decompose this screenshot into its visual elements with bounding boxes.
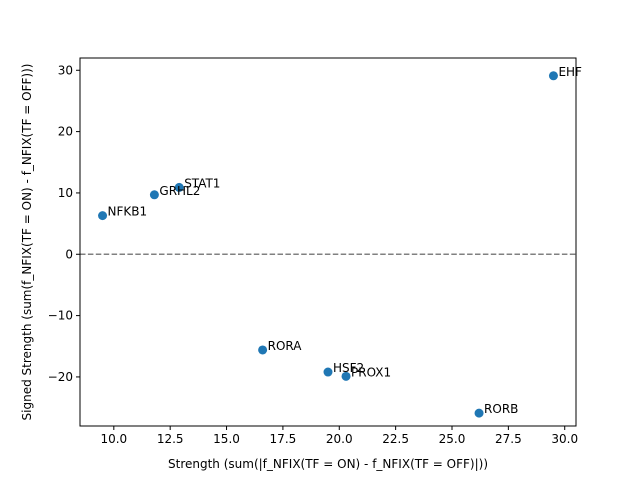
point-label-prox1: PROX1 bbox=[351, 365, 391, 379]
y-axis-label: Signed Strength (sum(f_NFIX(TF = ON) - f… bbox=[20, 64, 34, 421]
x-tick-label: 20.0 bbox=[326, 432, 353, 446]
data-points bbox=[98, 71, 558, 418]
point-label-rora: RORA bbox=[268, 339, 303, 353]
x-tick-label: 12.5 bbox=[157, 432, 184, 446]
y-tick-label: 0 bbox=[65, 247, 73, 261]
point-label-rorb: RORB bbox=[484, 402, 518, 416]
y-tick-label: 10 bbox=[58, 186, 73, 200]
data-point-prox1 bbox=[341, 371, 351, 381]
point-label-grhl2: GRHL2 bbox=[159, 184, 200, 198]
y-axis-ticks: −20 −10 0 10 20 30 bbox=[48, 63, 80, 384]
y-tick-label: 20 bbox=[58, 125, 73, 139]
data-point-hsf2 bbox=[323, 367, 333, 377]
x-tick-label: 15.0 bbox=[213, 432, 240, 446]
data-point-ehf bbox=[548, 71, 558, 81]
data-point-grhl2 bbox=[149, 190, 159, 200]
x-tick-label: 30.0 bbox=[551, 432, 578, 446]
point-label-stat1: STAT1 bbox=[184, 176, 220, 190]
data-point-rorb bbox=[474, 408, 484, 418]
point-label-hsf2: HSF2 bbox=[333, 361, 364, 375]
x-tick-label: 22.5 bbox=[382, 432, 409, 446]
x-axis-label: Strength (sum(|f_NFIX(TF = ON) - f_NFIX(… bbox=[168, 457, 488, 471]
point-label-ehf: EHF bbox=[558, 65, 582, 79]
data-point-stat1 bbox=[174, 182, 184, 192]
plot-frame bbox=[79, 57, 577, 427]
y-tick-label: 30 bbox=[58, 63, 73, 77]
y-tick-label: −10 bbox=[48, 309, 73, 323]
x-tick-label: 27.5 bbox=[495, 432, 522, 446]
x-tick-label: 10.0 bbox=[100, 432, 127, 446]
x-axis-ticks: 10.0 12.5 15.0 17.5 20.0 22.5 25.0 27.5 30.0 bbox=[100, 426, 578, 446]
y-tick-label: −20 bbox=[48, 370, 73, 384]
x-tick-label: 17.5 bbox=[270, 432, 297, 446]
data-point-nfkb1 bbox=[98, 211, 108, 221]
data-point-rora bbox=[258, 345, 268, 355]
x-tick-label: 25.0 bbox=[439, 432, 466, 446]
point-label-nfkb1: NFKB1 bbox=[108, 205, 148, 219]
